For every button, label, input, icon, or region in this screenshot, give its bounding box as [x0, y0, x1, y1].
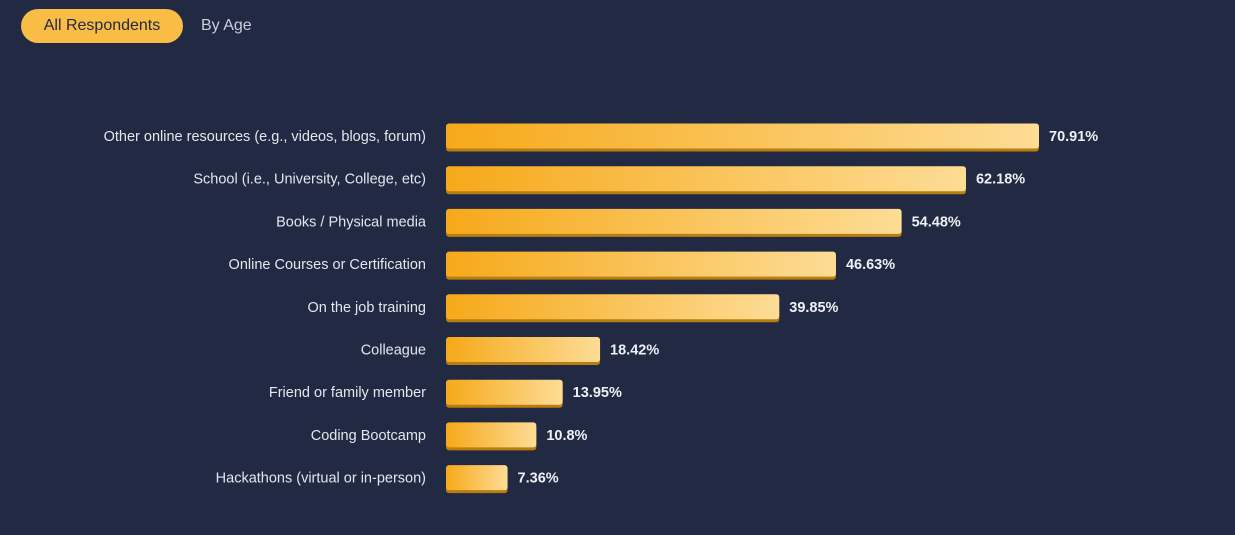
category-label: Colleague [361, 343, 426, 359]
bar-row: Hackathons (virtual or in-person) 7.36% [216, 465, 559, 494]
bar[interactable] [446, 294, 780, 320]
category-label: Other online resources (e.g., videos, bl… [104, 129, 426, 145]
value-label: 62.18% [976, 172, 1025, 188]
bar[interactable] [446, 123, 1039, 149]
value-label: 10.8% [546, 428, 587, 444]
bar-row: Other online resources (e.g., videos, bl… [104, 123, 1098, 152]
tab-by-age[interactable]: By Age [195, 9, 258, 43]
bar-row: Coding Bootcamp 10.8% [311, 422, 588, 451]
tab-all-respondents[interactable]: All Respondents [21, 9, 183, 43]
bar[interactable] [446, 422, 537, 448]
value-label: 46.63% [846, 257, 895, 273]
category-label: Hackathons (virtual or in-person) [216, 471, 426, 487]
bars-group: Other online resources (e.g., videos, bl… [104, 123, 1098, 494]
bar-row: Books / Physical media 54.48% [276, 208, 961, 237]
bar[interactable] [446, 337, 601, 362]
value-label: 7.36% [518, 471, 559, 487]
value-label: 13.95% [573, 385, 622, 401]
value-label: 54.48% [912, 214, 961, 230]
value-label: 39.85% [789, 300, 838, 316]
value-label: 18.42% [610, 343, 659, 359]
category-label: Coding Bootcamp [311, 428, 426, 444]
bar-row: Colleague 18.42% [361, 337, 659, 365]
category-label: Friend or family member [269, 385, 426, 401]
bar-row: On the job training 39.85% [308, 294, 839, 323]
category-label: Online Courses or Certification [229, 257, 426, 273]
category-label: School (i.e., University, College, etc) [193, 172, 426, 188]
category-label: On the job training [308, 300, 427, 316]
bar[interactable] [446, 251, 836, 277]
category-label: Books / Physical media [276, 214, 427, 230]
bar[interactable] [446, 465, 508, 491]
bar[interactable] [446, 166, 966, 192]
bar[interactable] [446, 379, 563, 405]
bar-row: School (i.e., University, College, etc) 6… [193, 166, 1025, 195]
bar-row: Online Courses or Certification 46.63% [229, 251, 895, 280]
value-label: 70.91% [1049, 129, 1098, 145]
bar[interactable] [446, 208, 902, 234]
tab-bar: All Respondents By Age [21, 9, 258, 43]
bar-row: Friend or family member 13.95% [269, 379, 622, 408]
